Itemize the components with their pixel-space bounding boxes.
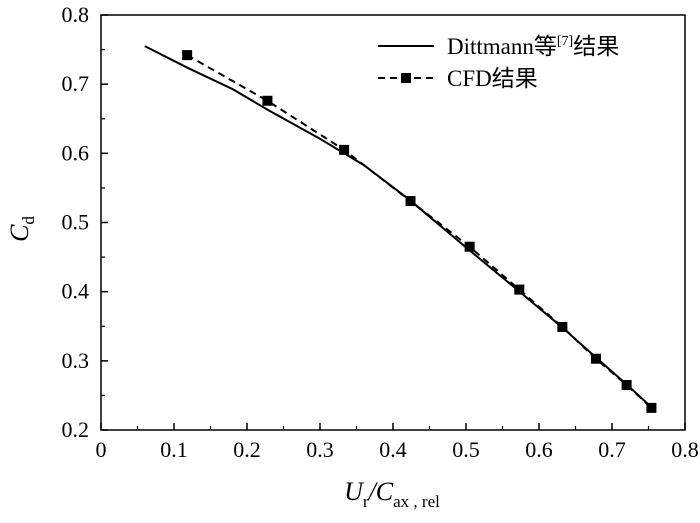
x-tick-label: 0.6 xyxy=(525,437,553,462)
y-axis-label: Cd xyxy=(5,216,38,242)
x-tick-label: 0.1 xyxy=(160,437,188,462)
cfd-data-point xyxy=(621,380,632,391)
x-axis-label-sep: / xyxy=(367,477,379,506)
legend-marker-cfd xyxy=(401,73,411,83)
y-tick-label: 0.7 xyxy=(62,71,90,96)
series-line-cfd xyxy=(186,54,653,409)
series-layer xyxy=(144,45,657,413)
x-tick-label: 0.7 xyxy=(598,437,626,462)
y-tick-label: 0.4 xyxy=(62,279,90,304)
x-axis-label-main-sub: r xyxy=(363,492,369,511)
y-tick-label: 0.6 xyxy=(62,140,90,165)
cfd-data-point xyxy=(646,402,657,413)
legend: Dittmann等[7]结果 CFD结果 xyxy=(378,34,619,91)
x-tick-label: 0 xyxy=(96,437,107,462)
x-tick-label: 0.8 xyxy=(671,437,699,462)
x-axis: 0 0.1 0.2 0.3 0.4 0.5 0.6 0.7 0.8 xyxy=(96,423,699,462)
x-axis-label-main: U xyxy=(344,477,365,506)
x-tick-label: 0.4 xyxy=(379,437,407,462)
y-tick-label: 0.2 xyxy=(62,417,90,442)
cfd-data-point xyxy=(339,144,350,155)
y-axis-label-main: C xyxy=(5,224,34,242)
x-tick-label: 0.3 xyxy=(306,437,334,462)
cfd-data-point xyxy=(405,196,416,207)
x-tick-label: 0.5 xyxy=(452,437,480,462)
cfd-data-point xyxy=(262,95,273,106)
y-tick-label: 0.3 xyxy=(62,348,90,373)
x-tick-label: 0.2 xyxy=(233,437,261,462)
legend-label-cfd: CFD结果 xyxy=(447,66,538,91)
y-tick-label: 0.8 xyxy=(62,2,90,27)
series-line-dittmann xyxy=(144,45,653,409)
legend-label-dittmann: Dittmann等[7]结果 xyxy=(447,34,619,59)
x-axis-label-denom-sub: ax , rel xyxy=(393,492,440,511)
cfd-data-point xyxy=(464,241,475,252)
y-axis-label-sub: d xyxy=(19,216,38,225)
y-axis: 0.2 0.3 0.4 0.5 0.6 0.7 0.8 xyxy=(62,2,108,442)
cfd-data-point xyxy=(557,321,568,332)
x-axis-label-denom: C xyxy=(376,477,394,506)
cfd-data-point xyxy=(514,284,525,295)
y-tick-label: 0.5 xyxy=(62,210,90,235)
cfd-data-point xyxy=(590,353,601,364)
cfd-data-point xyxy=(182,50,193,61)
x-axis-label: Ur/Cax , rel xyxy=(344,477,440,511)
